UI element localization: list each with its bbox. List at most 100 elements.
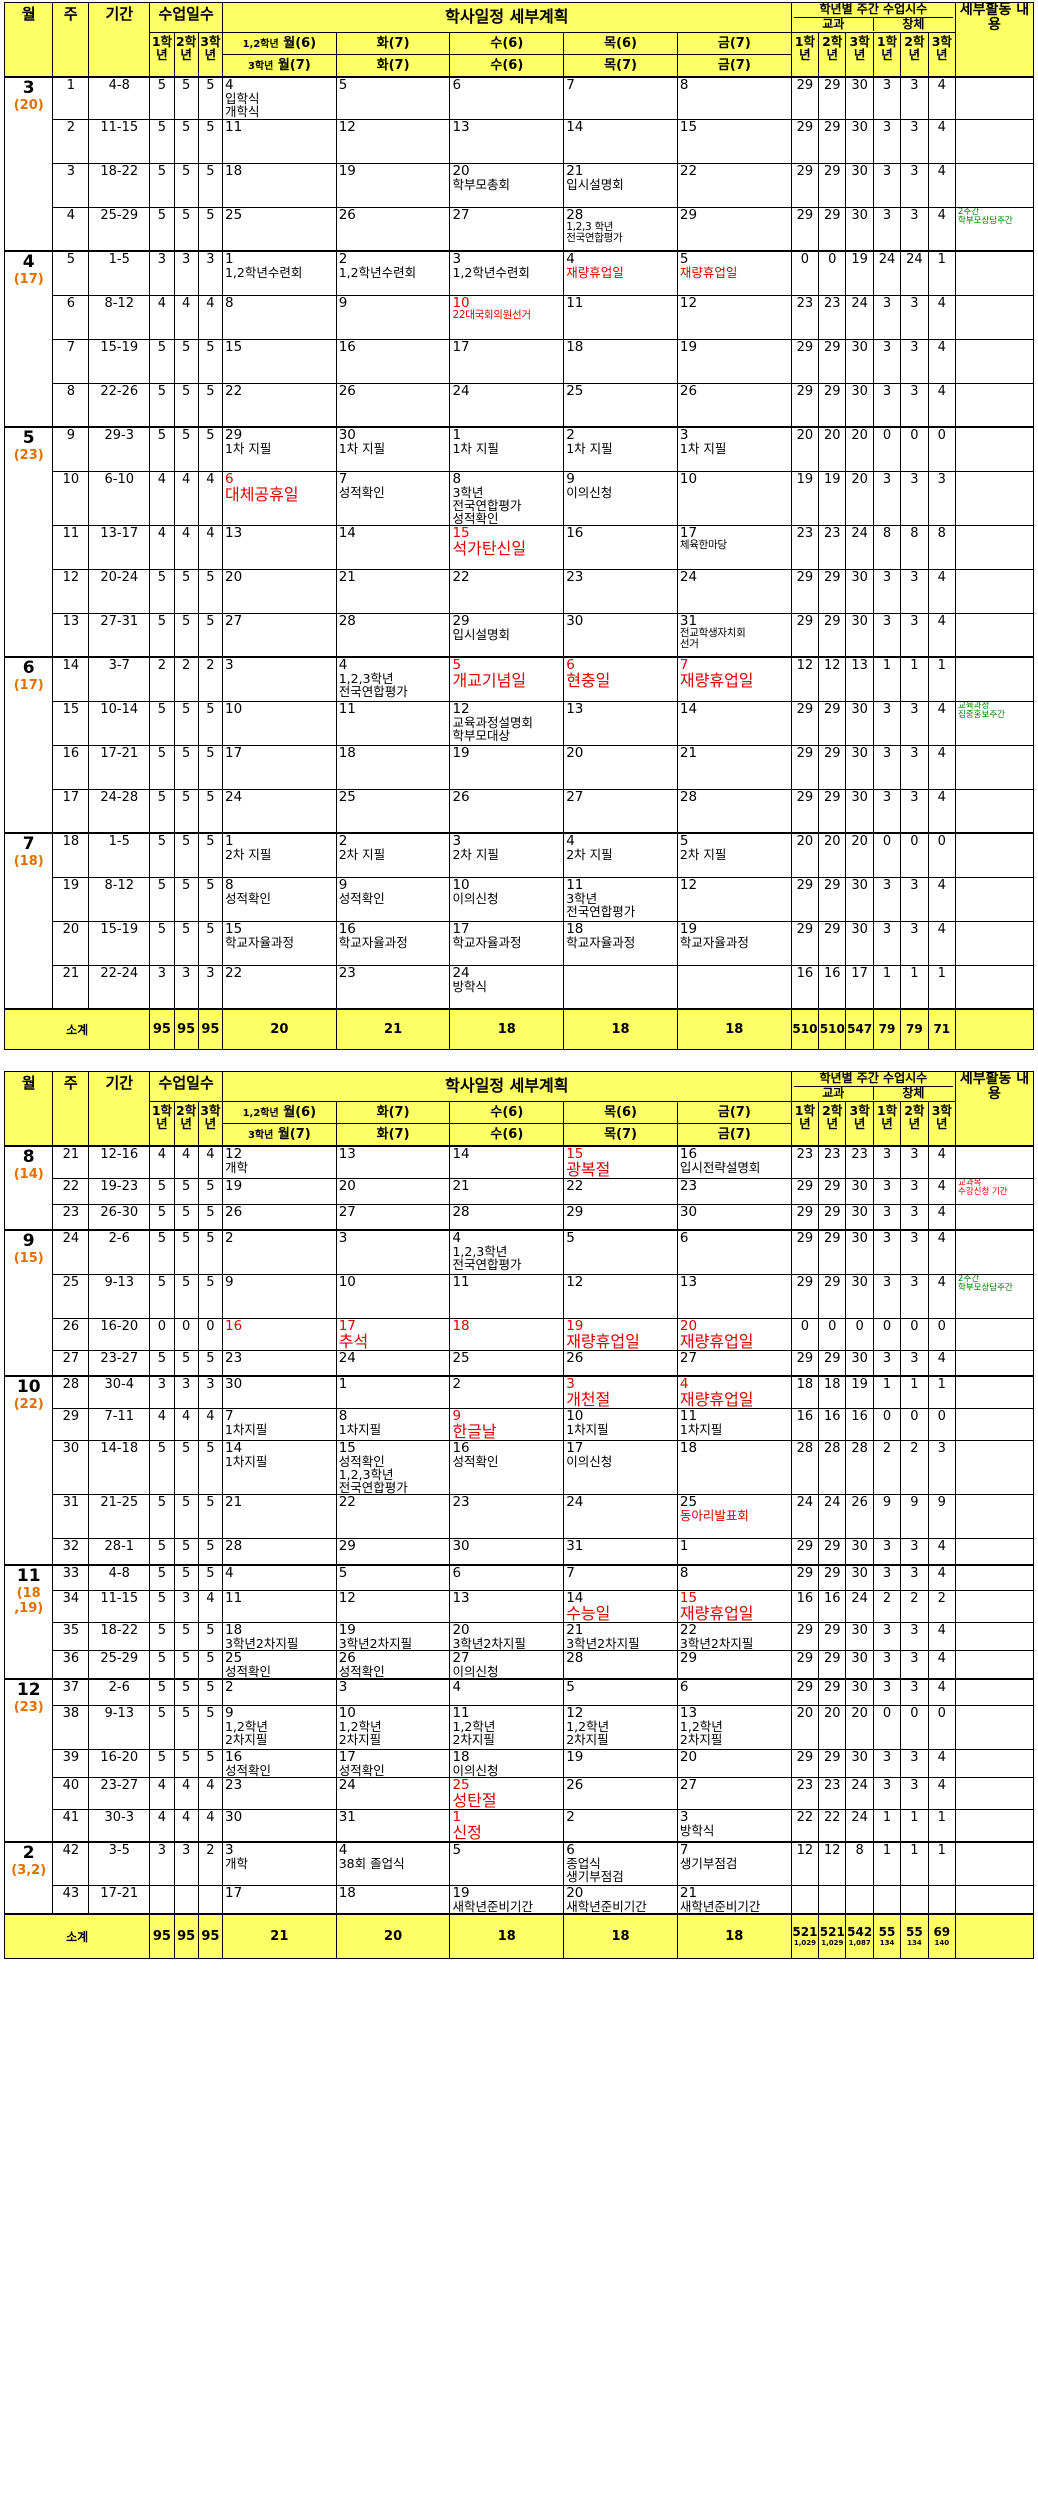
weekly-hours: 29 bbox=[790, 1748, 820, 1778]
date-number: 21 bbox=[679, 745, 698, 761]
week-period: 19-23 bbox=[88, 1177, 151, 1205]
day-cell: 14 bbox=[335, 524, 451, 570]
date-number: 26 bbox=[452, 789, 470, 805]
date-number: 19 bbox=[338, 163, 356, 179]
weekly-hours: 17 bbox=[845, 964, 874, 1010]
event-text: 성적확인 bbox=[338, 1454, 385, 1469]
weekly-hours: 3 bbox=[872, 612, 902, 658]
week-period: 25-29 bbox=[88, 1650, 151, 1680]
day-cell: 8 bbox=[676, 1563, 792, 1591]
date-number: 12 bbox=[338, 1590, 356, 1606]
class-days: 5 bbox=[197, 1650, 223, 1680]
weekly-hours: 29 bbox=[790, 1678, 820, 1706]
weekly-hours: 0 bbox=[927, 1317, 957, 1351]
class-days: 5 bbox=[197, 206, 223, 252]
day-cell: 19 bbox=[449, 744, 565, 790]
class-days: 5 bbox=[173, 700, 199, 746]
class-days: 4 bbox=[149, 1808, 175, 1842]
event-text: 현충일 bbox=[566, 671, 611, 690]
date-number: 13 bbox=[338, 1145, 356, 1162]
week-period: 12-16 bbox=[88, 1144, 151, 1179]
weekly-hours: 29 bbox=[790, 1273, 820, 1319]
day-cell: 4 재량휴업일 bbox=[563, 250, 678, 296]
event-text: 1,2학년 bbox=[224, 1718, 268, 1734]
event-text: 성적확인 bbox=[452, 510, 499, 525]
week-row: 35 18-22 5 5 5 18 3학년2차지필 19 3학년2차지필 20 3학년2차지필 21 3… bbox=[5, 1622, 1034, 1651]
week-row: 9 (15) 24 2-6 5 5 5 2 3 4 1,2,3학년 전국연합평가 5 6 29 29 30 3 3 4 bbox=[3, 1229, 1034, 1377]
weekly-hours: 1 bbox=[872, 656, 902, 702]
date-number: 13 bbox=[224, 525, 243, 541]
header-day: 화(7) 화(7) bbox=[335, 1100, 451, 1146]
subtotal-hours: 521 1,029 bbox=[790, 1913, 820, 1959]
class-days: 5 bbox=[149, 1494, 175, 1539]
weekly-hours: 1 bbox=[900, 1808, 929, 1842]
date-number: 4 bbox=[338, 657, 348, 673]
day-cell: 5 bbox=[335, 1563, 451, 1591]
header-grade1: 1학년 bbox=[149, 1100, 175, 1146]
date-number: 17 bbox=[452, 921, 470, 937]
weekly-hours: 3 bbox=[900, 1177, 929, 1205]
date-number: 24 bbox=[338, 1350, 356, 1366]
day-cell: 24 bbox=[676, 568, 792, 614]
date-number: 28 bbox=[452, 1204, 470, 1220]
weekly-hours: 1 bbox=[927, 250, 957, 296]
weekly-hours: 29 bbox=[818, 1748, 847, 1778]
week-row: 5 (23) 9 29-3 5 5 5 29 1차 지필 30 1차 지필 1 1차 지필 2 1차 지필 3… bbox=[3, 426, 1034, 658]
header-schedule-title: 학사일정 세부계획 bbox=[221, 2, 792, 33]
date-number: 24 bbox=[452, 383, 470, 399]
event-text: 1,2학년 bbox=[452, 1718, 496, 1734]
week-row: 22 19-23 5 5 5 19 20 21 22 23 29 29 30 3 3 4 교과목 수강신청 기간 bbox=[5, 1177, 1034, 1205]
week-row: 40 23-27 4 4 4 23 24 25 성탄절 26 27 23 23 24 3 3 4 bbox=[5, 1776, 1034, 1810]
day-cell: 1 bbox=[335, 1375, 451, 1409]
date-number: 24 bbox=[338, 1777, 356, 1793]
weekly-hours: 20 bbox=[845, 832, 874, 878]
day-cell: 26 bbox=[335, 206, 451, 252]
weekly-hours: 0 bbox=[872, 1317, 902, 1351]
date-number: 7 bbox=[679, 1841, 689, 1858]
header-grade1: 1학년 bbox=[790, 32, 820, 78]
day-cell: 14 bbox=[563, 118, 678, 164]
date-number: 4 bbox=[566, 833, 575, 849]
date-number: 26 bbox=[679, 383, 698, 399]
event-text: 교육과정설명회 bbox=[452, 714, 533, 730]
weekly-hours: 19 bbox=[818, 470, 847, 526]
month-day-count: (20) bbox=[13, 98, 44, 113]
date-number: 9 bbox=[224, 1705, 234, 1721]
week-row: 7 (18) 18 1-5 5 5 5 1 2차 지필 2 2차 지필 3 2차 지필 4 2차 지필 5 2차… bbox=[3, 832, 1034, 1010]
event-text: 새학년준비기간 bbox=[679, 1899, 761, 1914]
day-cell: 4 bbox=[449, 1678, 565, 1706]
event-text: 3학년2차지필 bbox=[566, 1636, 640, 1651]
subtotal-activity bbox=[955, 1913, 1034, 1959]
weekly-hours: 8 bbox=[872, 524, 902, 570]
class-days: 5 bbox=[149, 382, 175, 428]
day-cell: 31 전교학생자치회 선거 bbox=[676, 612, 792, 658]
day-cell: 22 bbox=[335, 1494, 451, 1539]
weekly-hours: 23 bbox=[818, 1144, 847, 1179]
weekly-hours: 28 bbox=[818, 1440, 847, 1495]
day-cell: 21 3학년2차지필 bbox=[563, 1622, 678, 1651]
header-weekly-hours: 학년별 주간 수업시수 교과 창체 bbox=[790, 2, 957, 33]
month-cell: 11 (18 ,19) bbox=[3, 1563, 54, 1680]
day-cell: 30 bbox=[676, 1203, 792, 1231]
weekly-hours: 24 bbox=[845, 1776, 874, 1810]
event-text: 1차지필 bbox=[566, 1422, 609, 1437]
date-number: 21 bbox=[452, 1178, 470, 1194]
weekly-hours: 30 bbox=[845, 338, 874, 384]
date-number: 21 bbox=[679, 1885, 698, 1901]
class-days: 5 bbox=[173, 920, 199, 966]
weekly-hours: 30 bbox=[845, 700, 874, 746]
class-days: 5 bbox=[149, 832, 175, 878]
day-cell: 27 bbox=[676, 1776, 792, 1810]
week-row: 12 20-24 5 5 5 20 21 22 23 24 29 29 30 3 3 4 bbox=[5, 568, 1034, 614]
weekly-hours: 3 bbox=[900, 1144, 929, 1179]
weekly-hours: 4 bbox=[927, 1349, 957, 1377]
header-weekly-hours: 학년별 주간 수업시수 교과 창체 bbox=[790, 1070, 957, 1102]
weekly-hours: 3 bbox=[900, 76, 929, 120]
weekly-hours: 3 bbox=[900, 1203, 929, 1231]
day-cell: 31 bbox=[563, 1538, 678, 1565]
date-number: 24 bbox=[566, 1494, 584, 1510]
class-days: 5 bbox=[149, 920, 175, 966]
week-number: 12 bbox=[52, 568, 90, 614]
day-cell: 20 bbox=[676, 1748, 792, 1778]
weekly-hours: 4 bbox=[927, 206, 957, 252]
